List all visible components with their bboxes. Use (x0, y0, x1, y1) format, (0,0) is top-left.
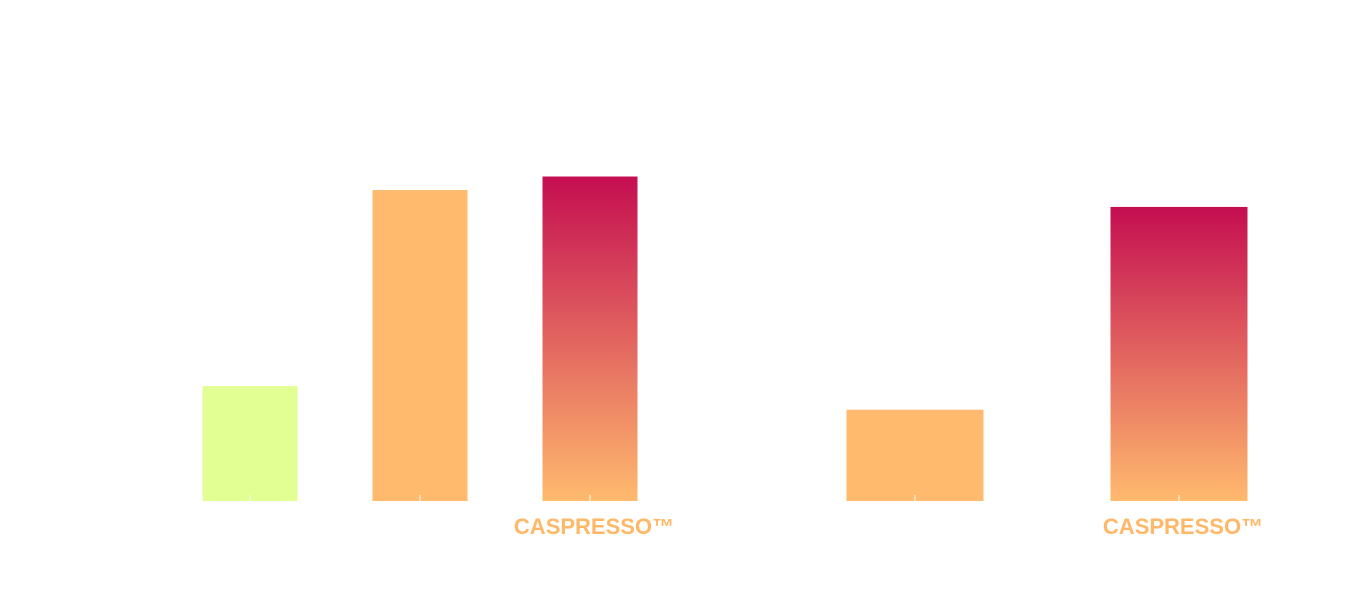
bar-1-1 (202, 386, 298, 501)
category-label-1-3: CASPRESSO™ (514, 514, 674, 539)
category-label-2-2: CASPRESSO™ (1103, 514, 1263, 539)
chart-group-right: CASPRESSO™ (846, 206, 1263, 539)
bar-2-1 (846, 409, 984, 501)
bar-2-2 (1110, 206, 1248, 501)
bar-1-2 (372, 190, 468, 502)
chart-group-left: CASPRESSO™ (202, 176, 674, 539)
bar-1-3 (542, 176, 638, 501)
